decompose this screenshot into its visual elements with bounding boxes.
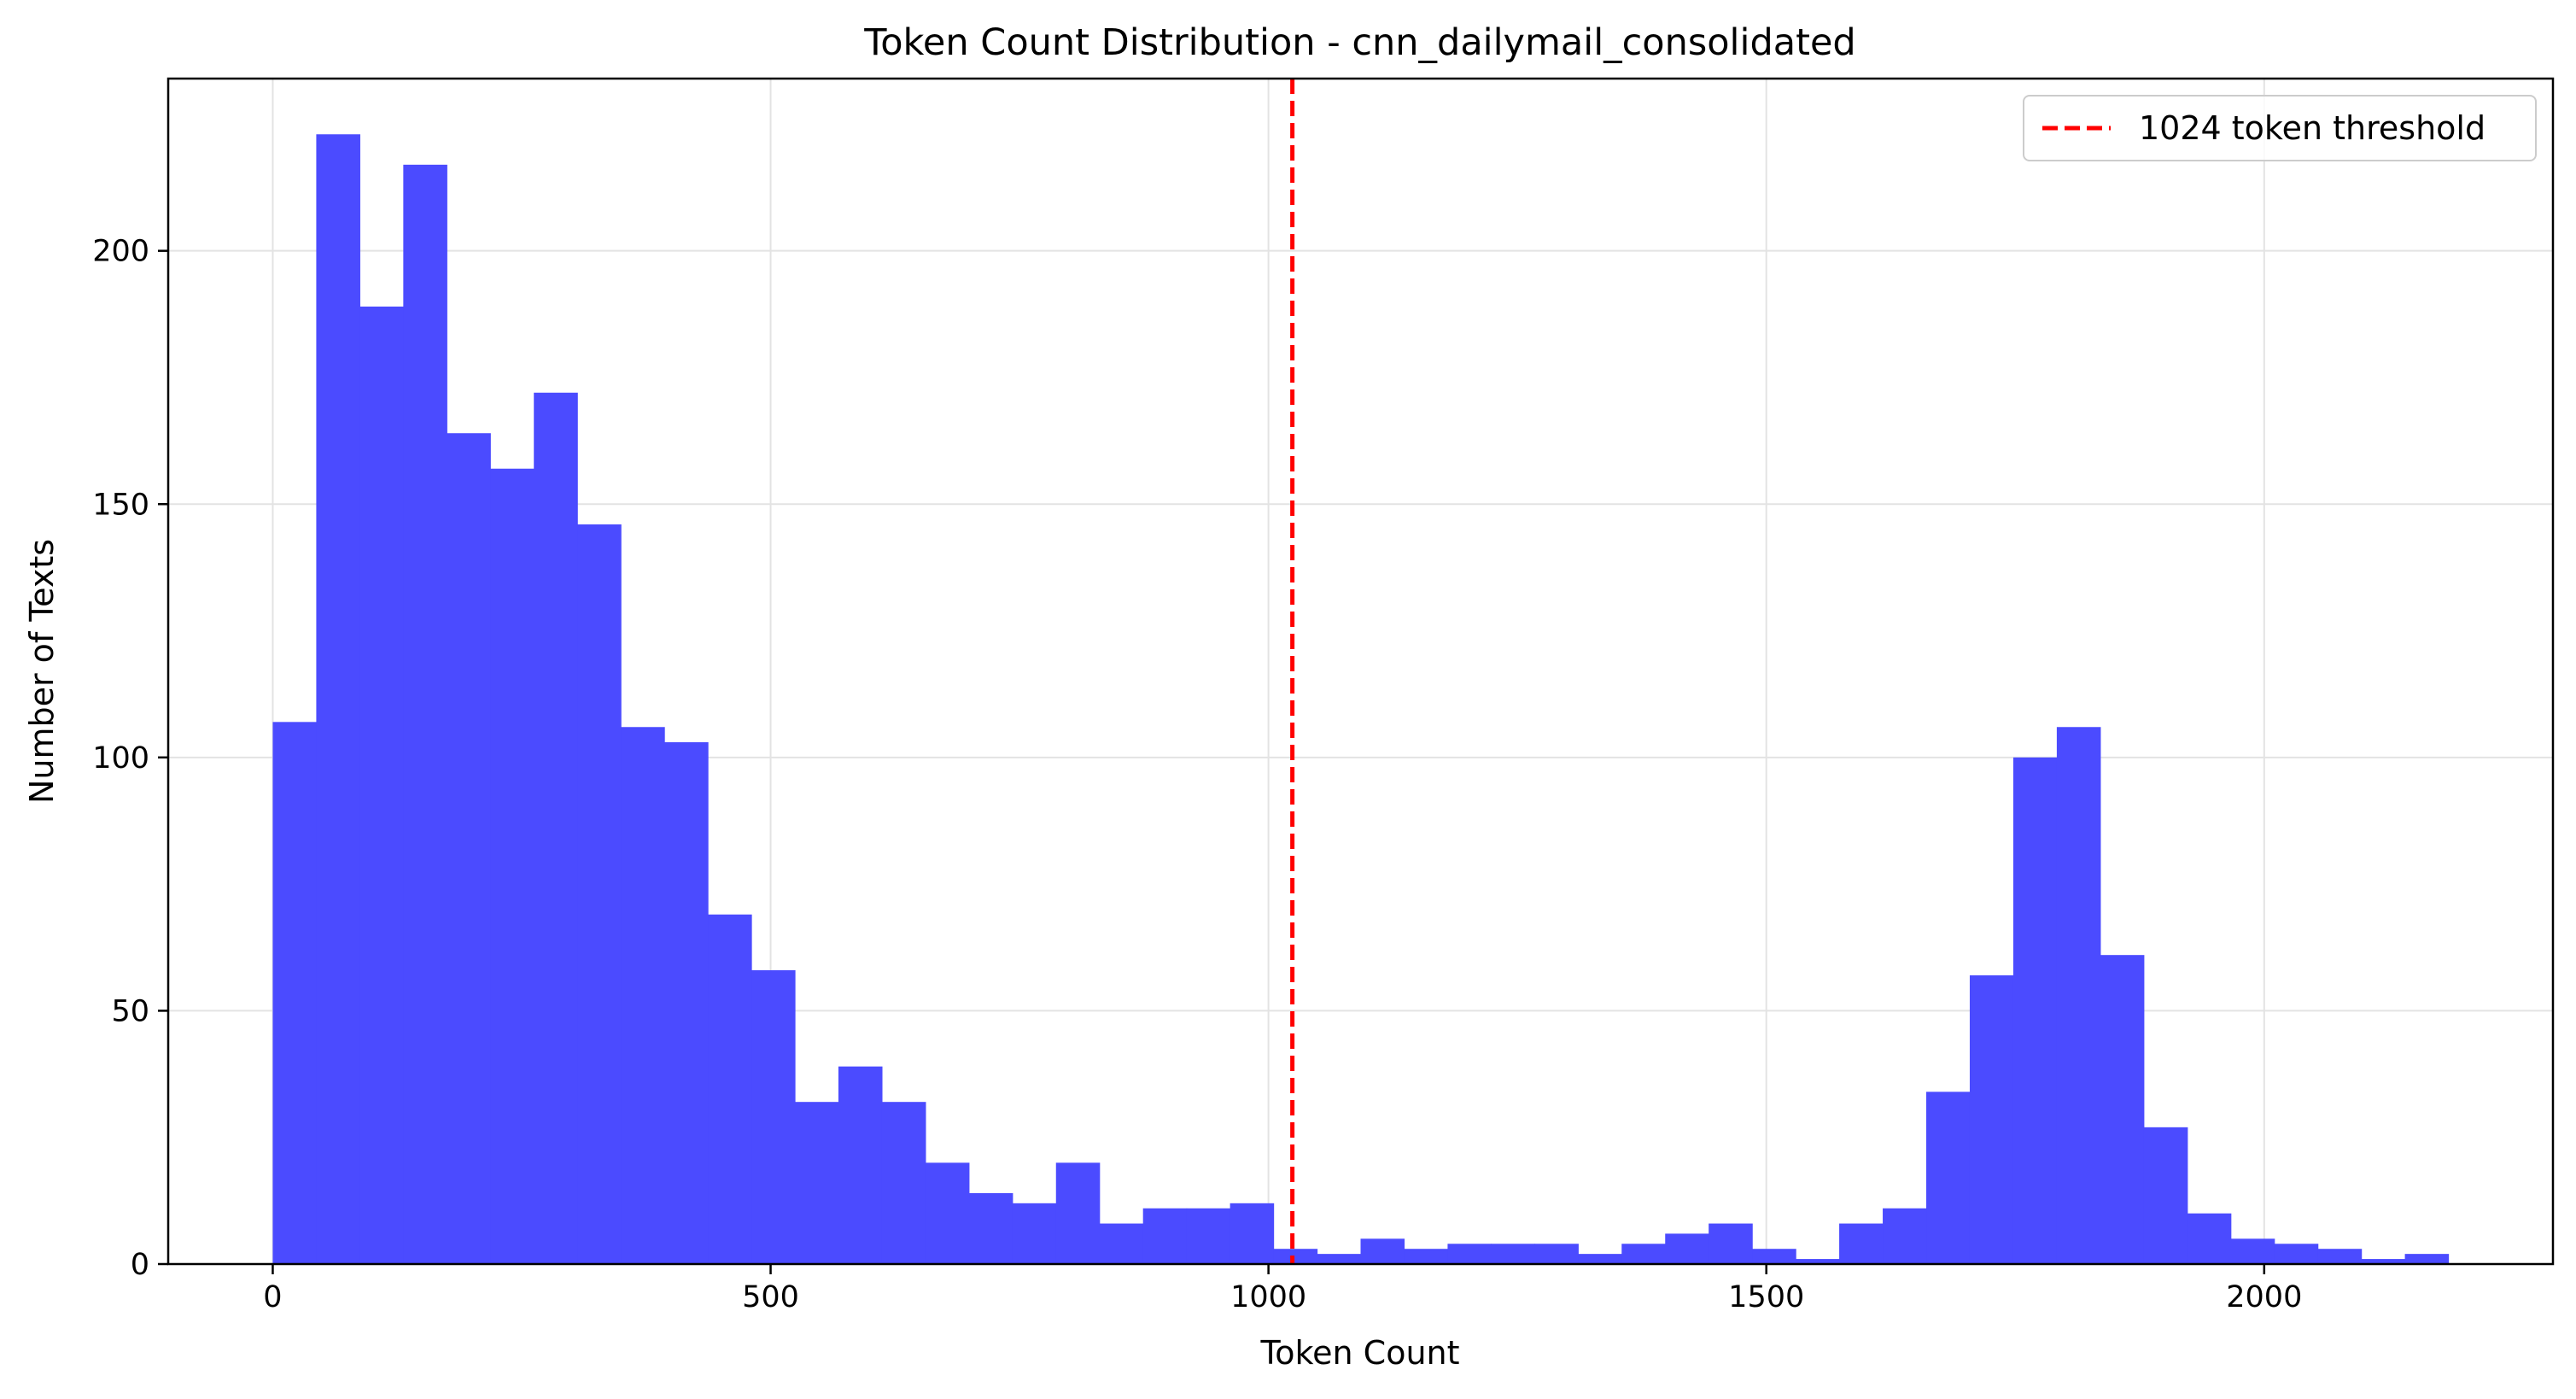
histogram-bar — [968, 1192, 1013, 1264]
histogram-bar — [1534, 1244, 1579, 1264]
histogram-bar — [2230, 1238, 2275, 1264]
histogram-bar — [1752, 1249, 1796, 1264]
plot-frame — [166, 77, 2555, 1266]
histogram-bar — [447, 433, 491, 1264]
histogram-bar — [2404, 1254, 2450, 1264]
histogram-bar — [1317, 1254, 1362, 1264]
legend: 1024 token threshold — [2023, 95, 2537, 161]
y-axis-ticks: 0 50 100 150 200 — [92, 235, 168, 1282]
histogram-bar — [1012, 1203, 1057, 1264]
x-tick-label: 1000 — [1230, 1280, 1306, 1314]
histogram-bar — [1360, 1238, 1405, 1264]
histogram-bar — [838, 1066, 883, 1264]
histogram-bar — [751, 969, 796, 1264]
histogram-bar — [1665, 1233, 1709, 1264]
histogram-bar — [1230, 1203, 1275, 1264]
histogram-bar — [794, 1102, 839, 1264]
histogram-bar — [1578, 1254, 1622, 1264]
histogram-bar — [1709, 1223, 1753, 1264]
histogram-bar — [1099, 1223, 1144, 1264]
x-tick-label: 500 — [742, 1280, 799, 1314]
x-tick-label: 0 — [263, 1280, 282, 1314]
histogram-bar — [1969, 975, 2014, 1264]
histogram-bar — [2056, 727, 2101, 1264]
histogram-bar — [621, 727, 665, 1264]
histogram-bar — [2012, 757, 2058, 1264]
histogram-bar — [664, 742, 709, 1264]
histogram-bar — [1447, 1244, 1492, 1264]
histogram-bar — [2274, 1244, 2319, 1264]
x-tick-label: 1500 — [1728, 1280, 1804, 1314]
x-axis-ticks: 0 500 1000 1500 2000 — [263, 1264, 2302, 1314]
legend-label: 1024 token threshold — [2139, 109, 2485, 147]
histogram-bar — [2361, 1259, 2406, 1264]
histogram-bar — [1839, 1223, 1884, 1264]
histogram-bar — [403, 164, 447, 1264]
histogram-bar — [577, 524, 622, 1264]
histogram-bar — [2100, 955, 2145, 1264]
histogram-bar — [490, 468, 534, 1264]
histogram-bar — [1621, 1244, 1666, 1264]
histogram-bar — [2187, 1213, 2232, 1264]
histogram-bar — [2317, 1249, 2363, 1264]
histogram-bars — [272, 134, 2450, 1265]
histogram-bar — [316, 134, 360, 1265]
histogram-bar — [359, 306, 404, 1264]
histogram-bar — [2143, 1127, 2188, 1264]
y-axis-label: Number of Texts — [23, 539, 61, 804]
y-tick-label: 0 — [131, 1248, 149, 1282]
histogram-bar — [925, 1162, 970, 1264]
histogram-bar — [1883, 1208, 1927, 1264]
histogram-bar — [1055, 1162, 1101, 1264]
y-tick-label: 100 — [92, 741, 149, 776]
histogram-bar — [881, 1102, 926, 1264]
x-axis-label: Token Count — [1259, 1334, 1459, 1372]
histogram-bar — [1926, 1092, 1971, 1264]
histogram-bar — [1491, 1244, 1535, 1264]
legend-box — [2023, 95, 2537, 161]
histogram-bar — [534, 392, 578, 1264]
histogram-bar — [1142, 1208, 1188, 1264]
histogram-bar — [1273, 1249, 1318, 1264]
y-tick-label: 200 — [92, 235, 149, 269]
y-tick-label: 50 — [111, 994, 149, 1028]
histogram-bar — [1186, 1208, 1231, 1264]
x-tick-label: 2000 — [2226, 1280, 2302, 1314]
histogram-bar — [708, 914, 752, 1264]
y-tick-label: 150 — [92, 488, 149, 522]
histogram-bar — [272, 722, 318, 1264]
chart-title: Token Count Distribution - cnn_dailymail… — [863, 21, 1855, 64]
histogram-bar — [1404, 1249, 1449, 1264]
histogram-bar — [1796, 1259, 1840, 1264]
